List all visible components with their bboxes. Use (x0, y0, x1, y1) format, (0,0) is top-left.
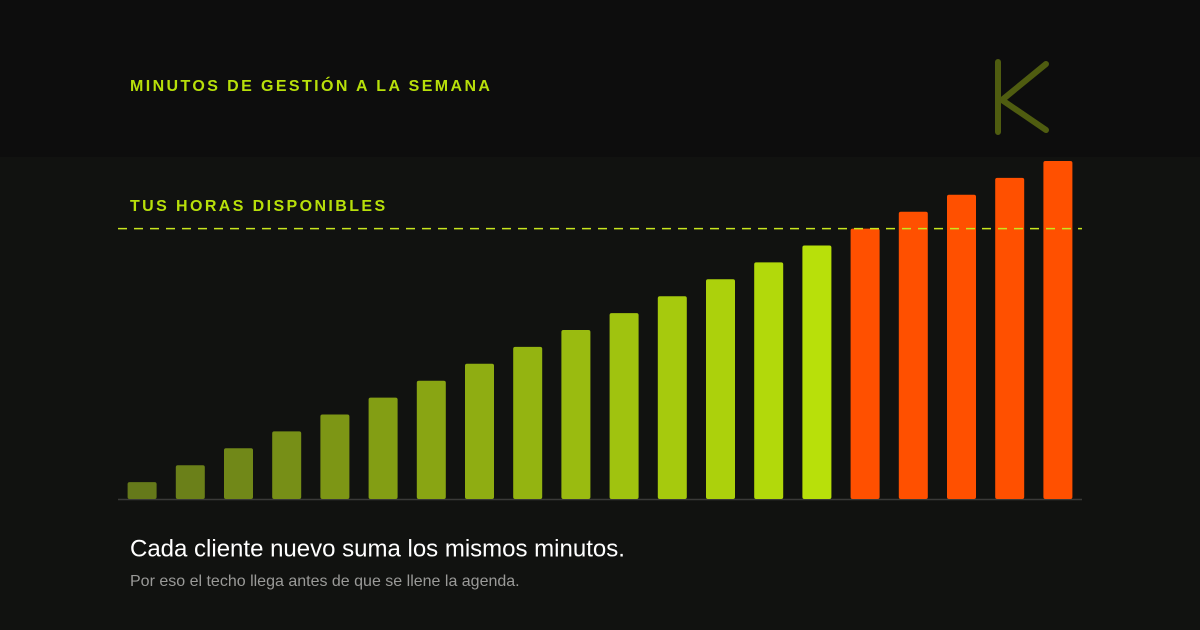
chart-header: MINUTOS DE GESTIÓN A LA SEMANA (130, 76, 492, 95)
bar (609, 313, 639, 499)
chart-subtitle: Por eso el techo llega antes de que se l… (130, 573, 520, 590)
bar (1043, 161, 1073, 499)
bar (368, 397, 398, 499)
bar (561, 330, 591, 499)
bar (320, 414, 350, 499)
chart-title: Cada cliente nuevo suma los mismos minut… (130, 535, 625, 562)
bar (224, 448, 253, 499)
bar (127, 482, 157, 499)
bar (465, 363, 494, 499)
bar (657, 296, 687, 499)
bar (416, 380, 446, 499)
bar (802, 245, 832, 499)
logo (995, 59, 1049, 135)
bar (754, 262, 784, 499)
threshold-label: TUS HORAS DISPONIBLES (130, 198, 388, 215)
bar (947, 194, 976, 500)
bar (706, 279, 735, 499)
bar (898, 211, 928, 499)
bar (175, 465, 205, 499)
bar (850, 228, 880, 499)
bar (513, 346, 543, 499)
bar (272, 431, 302, 499)
bar (995, 177, 1025, 499)
